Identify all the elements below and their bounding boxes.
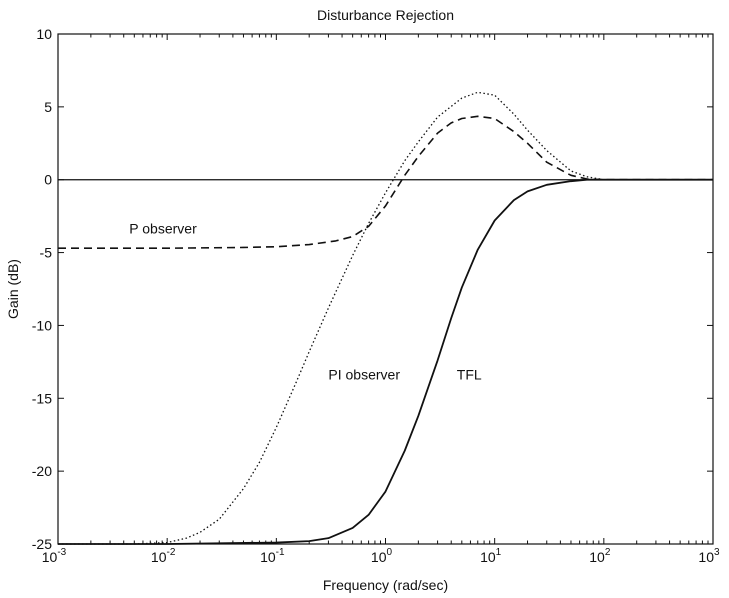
y-tick-label: -5 xyxy=(40,245,53,261)
x-tick-label: 102 xyxy=(589,547,611,565)
y-tick-label: -25 xyxy=(32,536,52,552)
x-tick-label: 10-1 xyxy=(260,547,285,565)
plot-frame xyxy=(57,33,714,545)
lines-layer xyxy=(58,91,713,545)
x-tick-exponent: -1 xyxy=(276,547,285,558)
series-line-tfl xyxy=(58,178,713,545)
curve-label: P observer xyxy=(129,221,197,237)
x-tick-exponent: -2 xyxy=(167,547,176,558)
x-tick-exponent: -3 xyxy=(57,547,66,558)
y-tick-label: 0 xyxy=(44,172,52,188)
curve-label: PI observer xyxy=(328,366,400,382)
x-tick-label: 10-2 xyxy=(151,547,176,565)
series-line-pi_observer xyxy=(58,91,713,545)
x-axis-label: Frequency (rad/sec) xyxy=(323,577,448,593)
y-tick-label: 10 xyxy=(36,26,52,42)
x-tick-exponent: 1 xyxy=(496,547,502,558)
annotations-layer: P observer PI observer TFL xyxy=(129,221,482,383)
curve-label: TFL xyxy=(457,366,482,382)
y-tick-label: 5 xyxy=(44,99,52,115)
x-tick-label: 101 xyxy=(480,547,502,565)
y-axis-label: Gain (dB) xyxy=(5,259,21,319)
y-tick-label: -15 xyxy=(32,390,52,406)
y-tick-label: -10 xyxy=(32,317,52,333)
series-line-p_observer xyxy=(58,115,713,249)
y-tick-label: -20 xyxy=(32,463,52,479)
x-tick-exponent: 0 xyxy=(387,547,393,558)
x-tick-exponent: 2 xyxy=(605,547,611,558)
chart-title: Disturbance Rejection xyxy=(317,7,454,23)
x-tick-exponent: 3 xyxy=(714,547,720,558)
x-tick-label: 100 xyxy=(371,547,393,565)
ticks-layer: 10-3 10-2 10-1 100 101 102 1031050-5-10-15-20-… xyxy=(32,26,720,565)
x-tick-label: 103 xyxy=(698,547,720,565)
